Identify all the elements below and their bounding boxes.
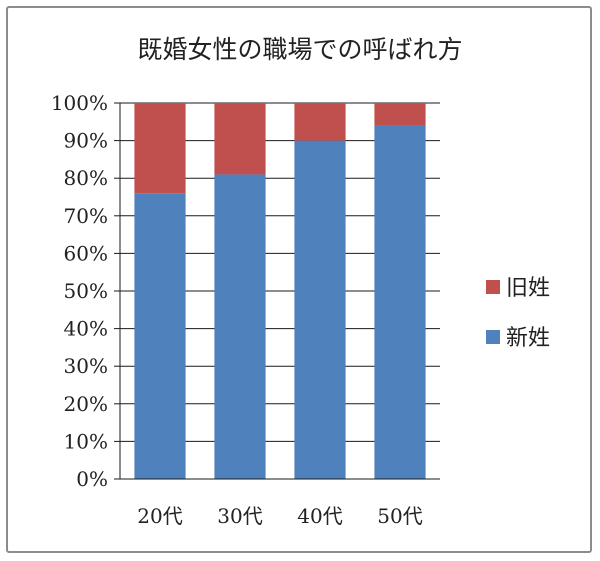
y-tick-label: 0% xyxy=(76,467,108,491)
y-tick-label: 70% xyxy=(64,204,108,228)
bar-segment-shinsei xyxy=(214,174,266,479)
y-tick-label: 90% xyxy=(64,129,108,153)
y-tick-label: 30% xyxy=(64,354,108,378)
bar-segment-kyusei xyxy=(134,103,186,194)
bar-segment-kyusei xyxy=(214,103,266,175)
legend-swatch-kyusei xyxy=(486,280,500,294)
bar-segment-shinsei xyxy=(134,193,186,480)
x-axis: 20代 30代 40代 50代 xyxy=(120,478,440,528)
bar-segment-kyusei xyxy=(374,103,426,126)
y-tick-label: 80% xyxy=(64,166,108,190)
y-tick-label: 50% xyxy=(64,279,108,303)
x-tick-label: 20代 xyxy=(137,504,182,528)
y-tick-label: 10% xyxy=(64,429,108,453)
bar-segment-kyusei xyxy=(294,103,346,141)
y-tick-label: 100% xyxy=(51,91,108,115)
legend-swatch-shinsei xyxy=(486,330,500,344)
bar-segment-shinsei xyxy=(294,140,346,479)
bar-segment-shinsei xyxy=(374,125,426,479)
y-tick-label: 20% xyxy=(64,392,108,416)
chart-title: 既婚女性の職場での呼ばれ方 xyxy=(137,35,462,64)
y-tick-label: 40% xyxy=(64,317,108,341)
y-tick-label: 60% xyxy=(64,241,108,265)
x-tick-label: 50代 xyxy=(377,504,422,528)
legend-label-kyusei: 旧姓 xyxy=(506,276,550,301)
bars xyxy=(134,103,426,480)
y-axis: 0% 10% 20% 30% 40% 50% 60% 70% 80% 90% 100% xyxy=(51,91,121,491)
x-tick-label: 40代 xyxy=(297,504,342,528)
x-tick-label: 30代 xyxy=(217,504,262,528)
legend-label-shinsei: 新姓 xyxy=(506,326,550,351)
